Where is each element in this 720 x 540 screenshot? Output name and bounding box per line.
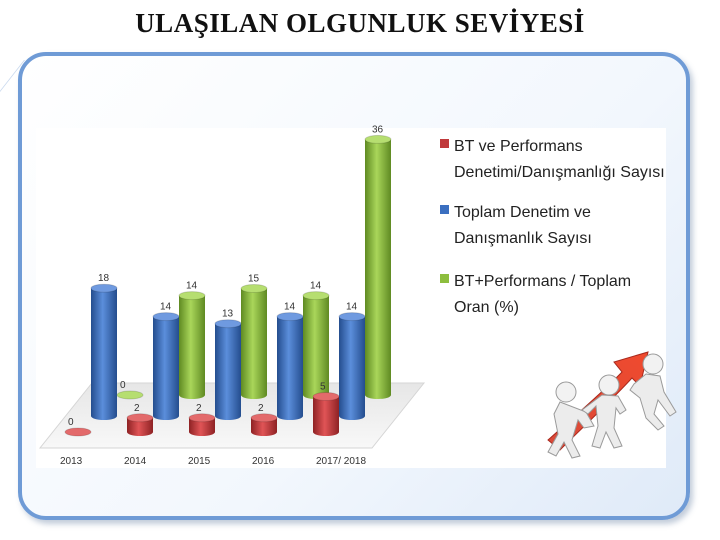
bar-red-1 — [126, 413, 154, 436]
data-label-red-4: 5 — [320, 382, 326, 393]
bar-green-4 — [364, 134, 392, 399]
x-tick-2: 2015 — [188, 456, 211, 467]
legend-label-red-line1: BT ve Performans — [454, 138, 583, 155]
bar-blue-1 — [152, 312, 180, 420]
legend-label-red-line2: Denetimi/Danışmanlığı Sayısı — [454, 164, 665, 181]
legend-label-blue-line2: Danışmanlık Sayısı — [454, 230, 592, 247]
bar-blue-4 — [338, 312, 366, 420]
data-label-green-3: 14 — [310, 281, 322, 292]
x-tick-0: 2013 — [60, 456, 83, 467]
slide-title: ULAŞILAN OLGUNLUK SEVİYESİ — [135, 8, 585, 38]
bar-red-4 — [312, 392, 340, 436]
data-label-green-0: 0 — [120, 380, 126, 391]
legend-swatch-blue — [440, 205, 449, 214]
legend-swatch-red — [440, 139, 449, 148]
bar-blue-3 — [276, 312, 304, 420]
x-tick-1: 2014 — [124, 456, 147, 467]
legend-label-green-line2: Oran (%) — [454, 299, 519, 316]
legend-label-blue-line1: Toplam Denetim ve — [454, 204, 591, 221]
data-label-green-2: 15 — [248, 274, 260, 285]
bar-green-3 — [302, 291, 330, 399]
data-label-red-1: 2 — [134, 403, 140, 414]
bar-red-2 — [188, 413, 216, 436]
bar-blue-0 — [90, 283, 118, 420]
data-label-green-4: 36 — [372, 124, 384, 135]
data-label-red-0: 0 — [68, 417, 74, 428]
x-tick-3: 2016 — [252, 456, 275, 467]
legend-swatch-green — [440, 274, 449, 283]
data-label-blue-0: 18 — [98, 273, 110, 284]
data-label-blue-3: 14 — [284, 302, 296, 313]
bar-green-2 — [240, 284, 268, 399]
data-label-red-3: 2 — [258, 403, 264, 414]
bar-blue-2 — [214, 319, 242, 420]
data-label-blue-4: 14 — [346, 302, 358, 313]
people-pushing-arrow-icon — [547, 351, 677, 459]
bar-green-1 — [178, 291, 206, 399]
x-tick-4: 2017/ 2018 — [316, 456, 366, 467]
data-label-blue-2: 13 — [222, 309, 234, 320]
bar-red-0 — [64, 427, 92, 437]
data-label-green-1: 14 — [186, 281, 198, 292]
data-label-red-2: 2 — [196, 403, 202, 414]
bar-red-3 — [250, 413, 278, 436]
legend: BT ve Performans Denetimi/Danışmanlığı S… — [440, 138, 665, 316]
bar-green-0 — [116, 390, 144, 400]
data-label-blue-1: 14 — [160, 302, 172, 313]
legend-label-green-line1: BT+Performans / Toplam — [454, 273, 631, 290]
